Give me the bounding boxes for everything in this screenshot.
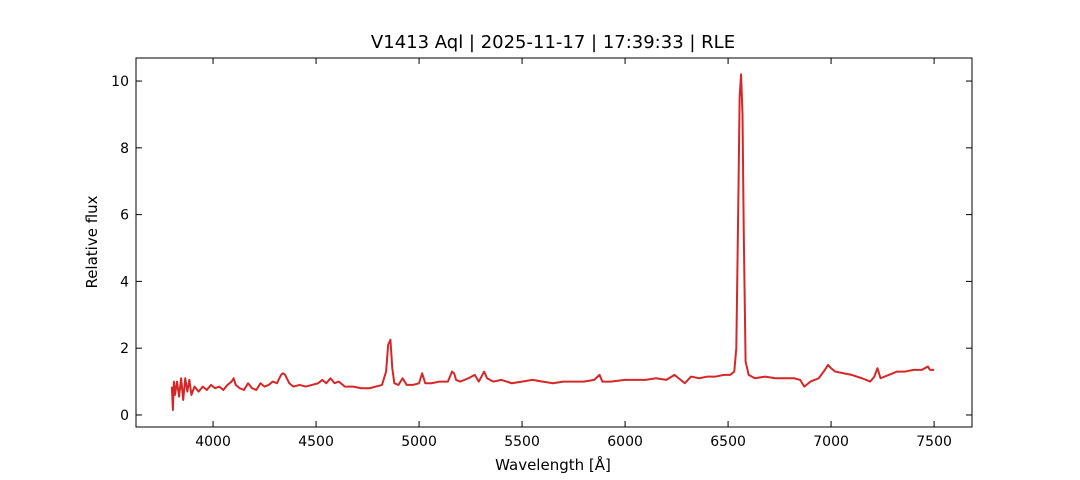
x-tick-label: 5500 <box>504 434 540 450</box>
spectrum-line <box>170 73 935 411</box>
x-tick-label: 7500 <box>916 434 952 450</box>
y-tick-label: 2 <box>120 341 129 357</box>
x-tick-label: 4000 <box>195 434 231 450</box>
y-tick-label: 0 <box>120 408 129 424</box>
y-tick-label: 4 <box>120 274 129 290</box>
x-axis-label: Wavelength [Å] <box>495 455 611 474</box>
y-axis-label: Relative flux <box>83 195 101 288</box>
plot-frame <box>135 57 973 428</box>
x-tick-label: 6500 <box>710 434 746 450</box>
y-tick-label: 10 <box>111 74 129 90</box>
x-tick-label: 5000 <box>401 434 437 450</box>
x-tick-label: 7000 <box>813 434 849 450</box>
chart-title: V1413 Aql | 2025-11-17 | 17:39:33 | RLE <box>371 32 735 53</box>
x-tick-label: 4500 <box>298 434 334 450</box>
y-tick-label: 8 <box>120 141 129 157</box>
x-tick-label: 6000 <box>607 434 643 450</box>
y-tick-label: 6 <box>120 208 129 224</box>
